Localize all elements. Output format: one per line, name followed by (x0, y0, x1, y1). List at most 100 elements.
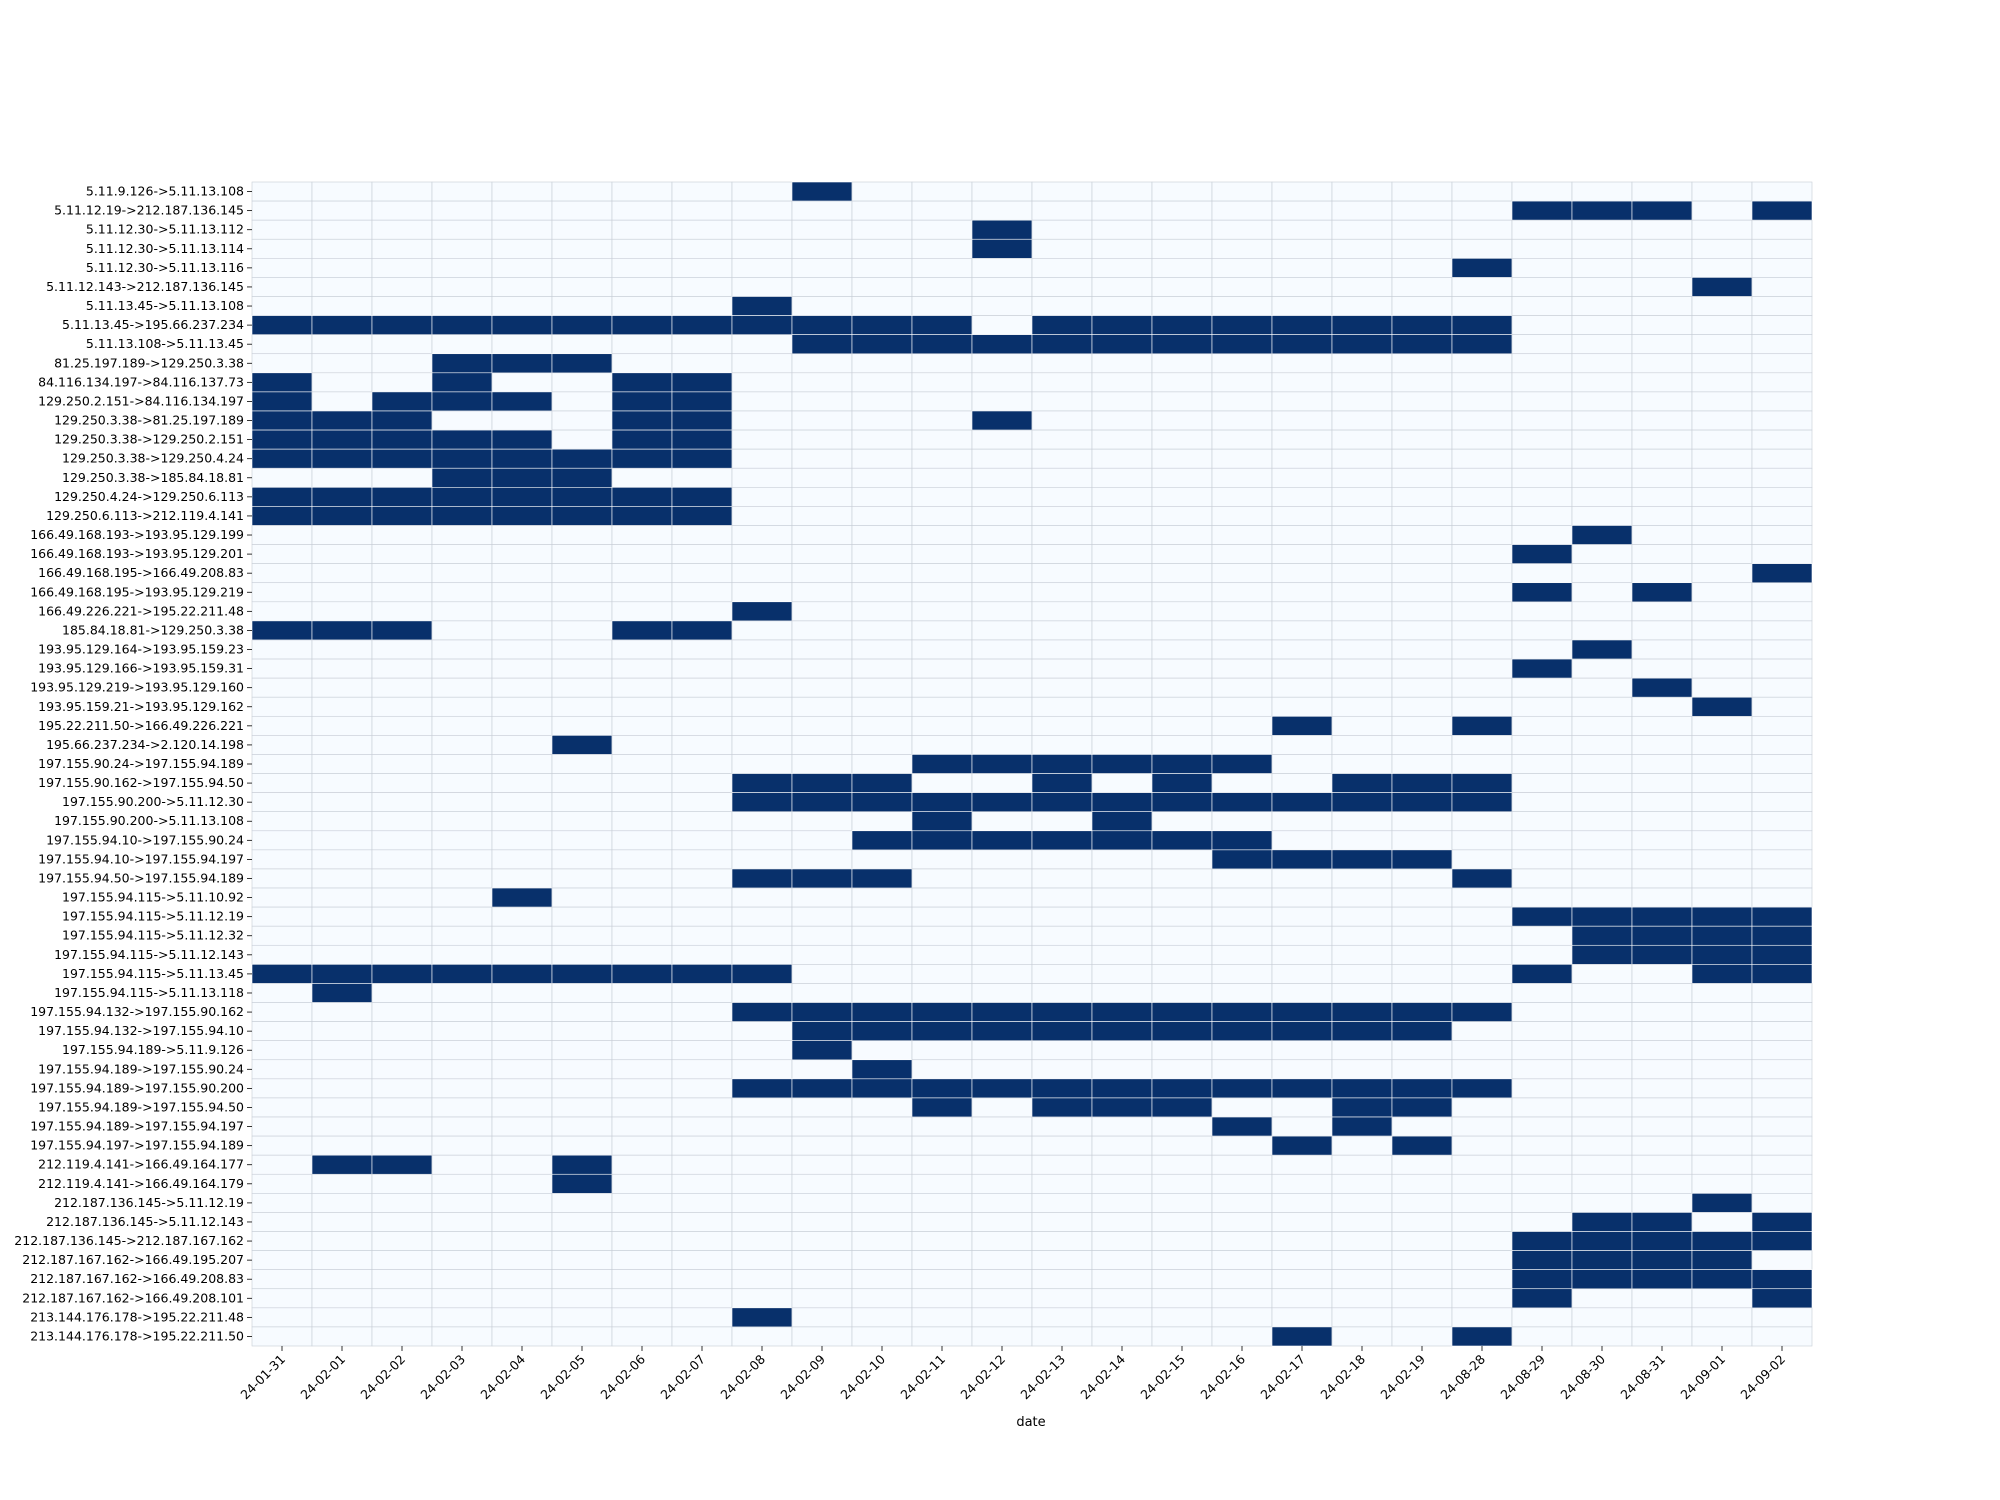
heatmap-cell (1631, 639, 1693, 660)
heatmap-cell (431, 277, 493, 297)
heatmap-cell (851, 1250, 913, 1270)
heatmap-cell (251, 1326, 313, 1347)
heatmap-cell (491, 181, 553, 202)
heatmap-cell (1691, 315, 1753, 335)
heatmap-cell (1151, 983, 1213, 1003)
heatmap-cell (1031, 639, 1093, 660)
heatmap-cell (1631, 601, 1693, 622)
heatmap-cell (731, 925, 793, 946)
heatmap-cell (971, 830, 1033, 851)
heatmap-cell (311, 353, 373, 374)
heatmap-cell (791, 677, 853, 698)
heatmap-cell (551, 715, 613, 736)
heatmap-cell (251, 639, 313, 660)
heatmap-cell (251, 487, 313, 507)
heatmap-cell (1031, 696, 1093, 717)
heatmap-cell (251, 448, 313, 469)
heatmap-cell (1391, 735, 1453, 755)
heatmap-cell (551, 906, 613, 927)
heatmap-cell (551, 1135, 613, 1156)
heatmap-cell (1271, 200, 1333, 221)
heatmap-cell (1511, 1173, 1573, 1194)
column-label: 24-02-11 (897, 1352, 948, 1403)
heatmap-cell (671, 868, 733, 889)
heatmap-cell (1271, 639, 1333, 660)
heatmap-cell (1331, 677, 1393, 698)
heatmap-cell (1511, 372, 1573, 393)
heatmap-cell (671, 315, 733, 335)
heatmap-cell (1751, 1288, 1813, 1309)
heatmap-cell (671, 219, 733, 240)
heatmap-cell (1391, 868, 1453, 889)
heatmap-cell (251, 181, 313, 202)
heatmap-cell (551, 391, 613, 412)
heatmap-cell (1751, 964, 1813, 984)
heatmap-cell (251, 525, 313, 545)
heatmap-cell (1391, 1250, 1453, 1270)
row-label: 197.155.94.132->197.155.94.10 (38, 1023, 244, 1038)
heatmap-cell (371, 715, 433, 736)
heatmap-cell (1151, 1116, 1213, 1137)
heatmap-cell (1631, 506, 1693, 526)
heatmap-cell (1751, 296, 1813, 316)
heatmap-cell (971, 944, 1033, 965)
heatmap-cell (611, 544, 673, 564)
heatmap-cell (611, 1269, 673, 1290)
heatmap-cell (491, 773, 553, 793)
heatmap-cell (1151, 868, 1213, 889)
heatmap-cell (311, 1059, 373, 1080)
row-label: 197.155.94.10->197.155.90.24 (46, 832, 244, 847)
heatmap-cell (791, 487, 853, 507)
heatmap-cell (431, 639, 493, 660)
heatmap-cell (671, 1097, 733, 1118)
heatmap-cell (731, 735, 793, 755)
heatmap-cell (1091, 944, 1153, 965)
heatmap-cell (1511, 315, 1573, 335)
heatmap-cell (431, 1116, 493, 1137)
heatmap-cell (1631, 1173, 1693, 1194)
heatmap-cell (251, 391, 313, 412)
heatmap-cell (1631, 544, 1693, 564)
heatmap-cell (1451, 296, 1513, 316)
heatmap-cell (1451, 658, 1513, 679)
heatmap-cell (1031, 1326, 1093, 1347)
heatmap-cell (311, 544, 373, 564)
heatmap-cell (1091, 1307, 1153, 1328)
heatmap-cell (1451, 391, 1513, 412)
heatmap-cell (1091, 467, 1153, 488)
row-label: 193.95.159.21->193.95.129.162 (38, 699, 244, 714)
heatmap-cell (731, 830, 793, 851)
heatmap-cell (1091, 1154, 1153, 1175)
heatmap-cell (971, 544, 1033, 564)
heatmap-cell (1091, 334, 1153, 355)
heatmap-cell (1691, 1231, 1753, 1251)
heatmap-cell (1451, 544, 1513, 564)
heatmap-cell (1151, 334, 1213, 355)
heatmap-cell (1571, 792, 1633, 812)
heatmap-cell (1151, 315, 1213, 335)
column-label: 24-02-03 (417, 1352, 468, 1403)
heatmap-cell (731, 811, 793, 832)
heatmap-cell (1211, 238, 1273, 259)
heatmap-cell (731, 906, 793, 927)
row-label: 129.250.3.38->129.250.4.24 (62, 451, 244, 466)
heatmap-cell (431, 1002, 493, 1022)
heatmap-cell (611, 238, 673, 259)
heatmap-cell (851, 219, 913, 240)
heatmap-cell (371, 754, 433, 774)
heatmap-cell (851, 296, 913, 316)
heatmap-cell (1691, 1288, 1753, 1309)
heatmap-cell (1211, 1002, 1273, 1022)
heatmap-cell (1691, 1193, 1753, 1213)
heatmap-cell (911, 1154, 973, 1175)
heatmap-cell (1631, 467, 1693, 488)
heatmap-cell (731, 525, 793, 545)
heatmap-cell (371, 1040, 433, 1061)
heatmap-cell (431, 906, 493, 927)
row-label: 197.155.94.189->197.155.94.50 (38, 1099, 244, 1114)
heatmap-cell (311, 1250, 373, 1270)
heatmap-cell (1571, 1173, 1633, 1194)
heatmap-cell (551, 296, 613, 316)
heatmap-cell (851, 754, 913, 774)
heatmap-cell (1391, 1021, 1453, 1041)
